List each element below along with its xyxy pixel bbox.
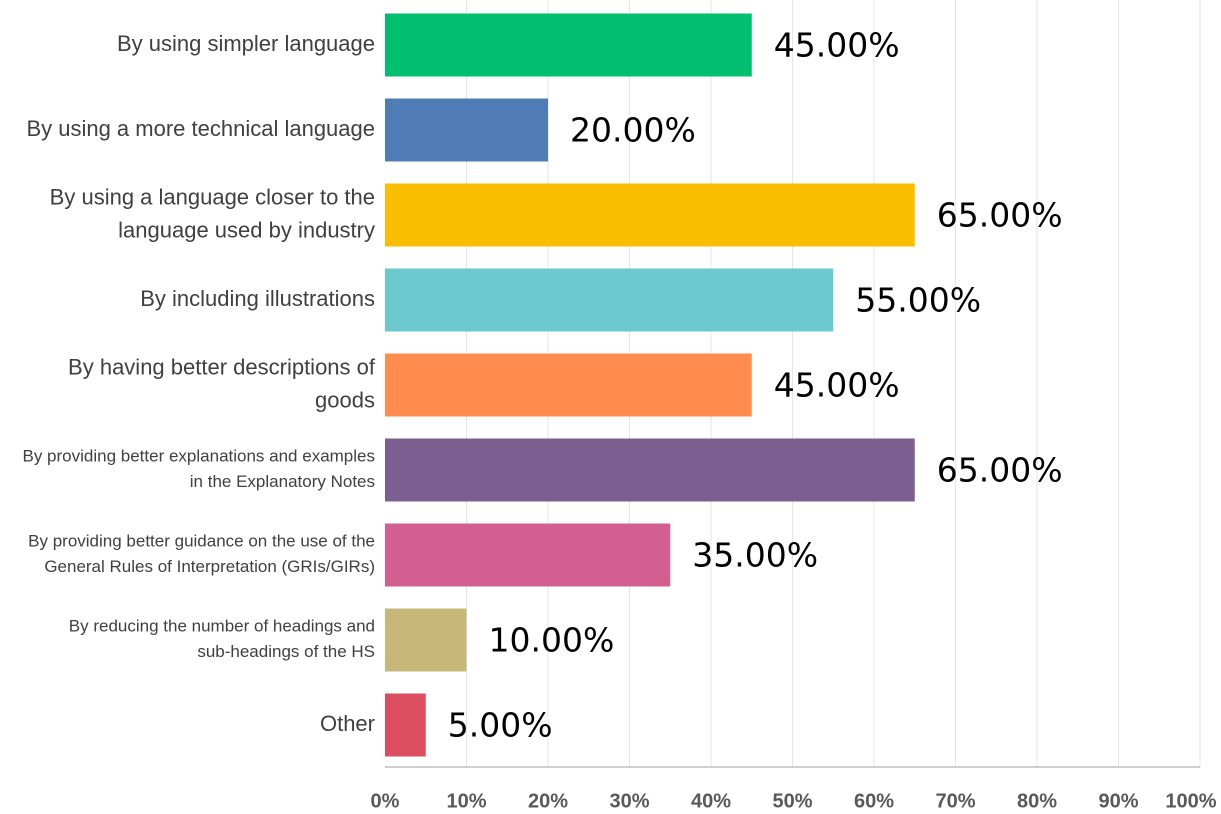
category-label: By using a more technical language <box>26 116 375 141</box>
x-tick-label: 70% <box>935 790 975 812</box>
value-label: 65.00% <box>937 451 1063 490</box>
bar <box>385 98 548 162</box>
value-label: 55.00% <box>855 281 981 320</box>
x-tick-label: 0% <box>371 790 400 812</box>
category-label: Other <box>320 711 375 736</box>
category-label: By providing better guidance on the use … <box>28 532 375 577</box>
bar <box>385 268 834 332</box>
bar <box>385 183 915 247</box>
value-label: 45.00% <box>774 366 900 405</box>
category-label: By reducing the number of headings and su… <box>69 617 375 662</box>
x-tick-label: 60% <box>854 790 894 812</box>
category-label: By using simpler language <box>117 31 375 56</box>
value-label: 10.00% <box>489 621 615 660</box>
bar <box>385 608 467 672</box>
category-label: By using a language closer to the languag… <box>50 184 375 242</box>
value-label: 20.00% <box>570 111 696 150</box>
x-tick-label: 80% <box>1017 790 1057 812</box>
category-label: By having better descriptions of goods <box>68 354 376 412</box>
x-tick-label: 30% <box>609 790 649 812</box>
x-tick-label: 20% <box>528 790 568 812</box>
value-label: 35.00% <box>692 536 818 575</box>
x-tick-label: 100% <box>1165 790 1216 812</box>
x-tick-label: 40% <box>691 790 731 812</box>
bar <box>385 523 671 587</box>
bar <box>385 13 752 77</box>
x-tick-label: 50% <box>772 790 812 812</box>
x-tick-label: 10% <box>446 790 486 812</box>
bar <box>385 438 915 502</box>
category-label: By providing better explanations and exa… <box>23 447 376 492</box>
value-label: 5.00% <box>448 706 553 745</box>
value-label: 45.00% <box>774 26 900 65</box>
bar <box>385 353 752 417</box>
bar <box>385 693 426 757</box>
category-label: By including illustrations <box>140 286 375 311</box>
value-label: 65.00% <box>937 196 1063 235</box>
x-tick-label: 90% <box>1098 790 1138 812</box>
